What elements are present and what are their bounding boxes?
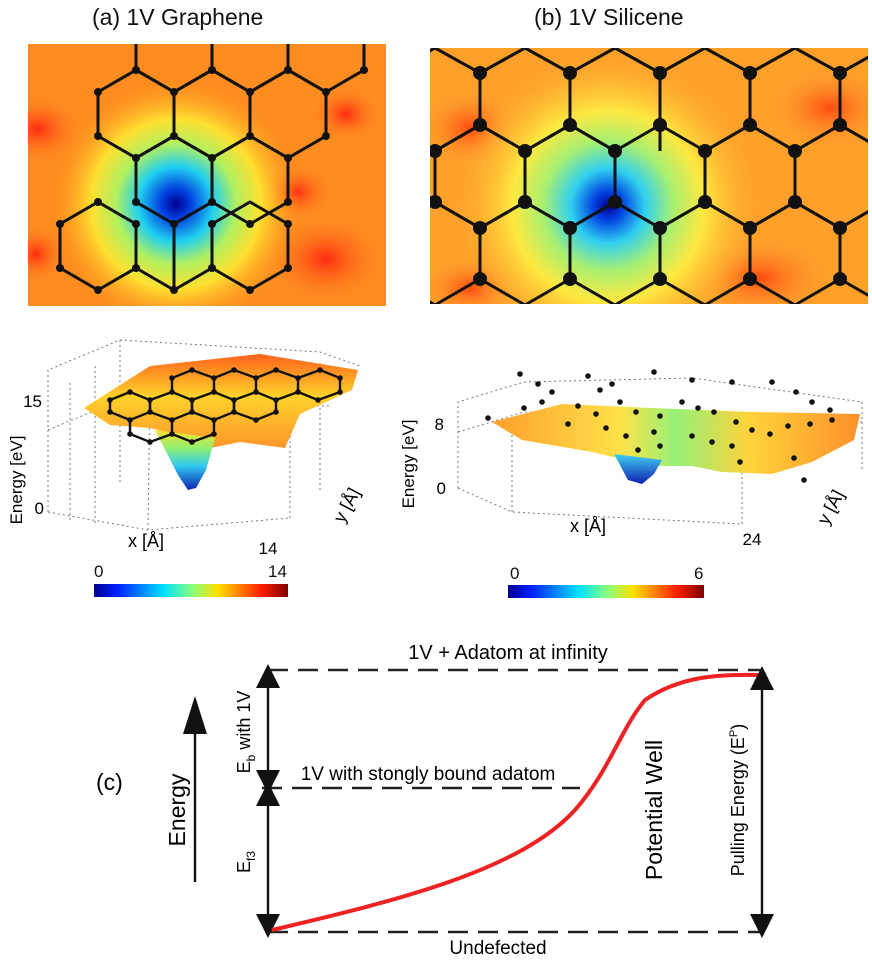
graphene-colorbar	[94, 584, 288, 597]
graphene-z-tick-bottom: 0	[35, 499, 44, 518]
silicene-colorbar	[508, 585, 704, 598]
graphene-colorbar-min: 0	[94, 562, 104, 581]
energy-diagram: (c) Energy 1V + Adatom at infinity 1V wi…	[0, 620, 872, 962]
graphene-z-label: Energy [eV]	[7, 436, 26, 525]
silicene-z-tick-top: 8	[435, 415, 444, 434]
silicene-atoms	[430, 66, 847, 286]
silicene-z-label: Energy [eV]	[399, 420, 418, 509]
silicene-surface-atoms	[485, 369, 835, 483]
graphene-surface-plot: Energy [eV] 15 0 x [Å] 14 y [Å]	[0, 330, 430, 560]
silicene-colorbar-max: 6	[694, 564, 704, 583]
energy-axis-label: Energy	[164, 773, 190, 846]
top-level-label: 1V + Adatom at infinity	[408, 642, 608, 664]
silicene-colorbar-min: 0	[510, 564, 520, 583]
potential-curve	[271, 672, 759, 932]
silicene-z-tick-bottom: 0	[437, 479, 446, 498]
silicene-x-label: x [Å]	[570, 516, 606, 536]
pulling-energy-label: Pulling Energy (EP)	[728, 724, 748, 876]
eb-label: Eb with 1V	[234, 691, 258, 774]
silicene-surface-plot: Energy [eV] 8 0 x [Å] 24 y [Å]	[392, 362, 870, 562]
energy-axis-arrow	[183, 696, 207, 882]
graphene-x-tick: 14	[259, 539, 278, 558]
graphene-colorbar-max: 14	[268, 562, 287, 581]
graphene-z-tick-top: 15	[23, 392, 42, 411]
panel-c-label: (c)	[96, 769, 123, 795]
silicene-energy-map	[430, 48, 868, 304]
mid-level-label: 1V with stongly bound adatom	[301, 764, 556, 785]
silicene-x-tick: 24	[743, 530, 762, 549]
graphene-y-label: y [Å]	[329, 485, 364, 526]
graphene-x-label: x [Å]	[128, 531, 164, 551]
ef-label: Ef3	[234, 851, 258, 873]
panel-a-title: (a) 1V Graphene	[92, 4, 264, 30]
graphene-atoms	[56, 66, 368, 294]
panel-b-title: (b) 1V Silicene	[534, 4, 684, 30]
silicene-y-label: y [Å]	[813, 487, 848, 528]
graphene-energy-map	[28, 44, 386, 306]
bottom-level-label: Undefected	[449, 938, 546, 959]
potential-well-label: Potential Well	[641, 740, 667, 880]
